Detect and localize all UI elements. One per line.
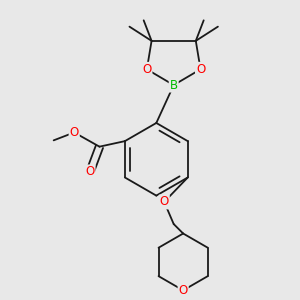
Text: O: O	[70, 126, 79, 139]
Text: O: O	[85, 165, 94, 178]
Text: B: B	[169, 79, 178, 92]
Text: O: O	[160, 195, 169, 208]
Text: O: O	[142, 63, 152, 76]
Text: O: O	[196, 63, 205, 76]
Text: O: O	[178, 284, 188, 297]
